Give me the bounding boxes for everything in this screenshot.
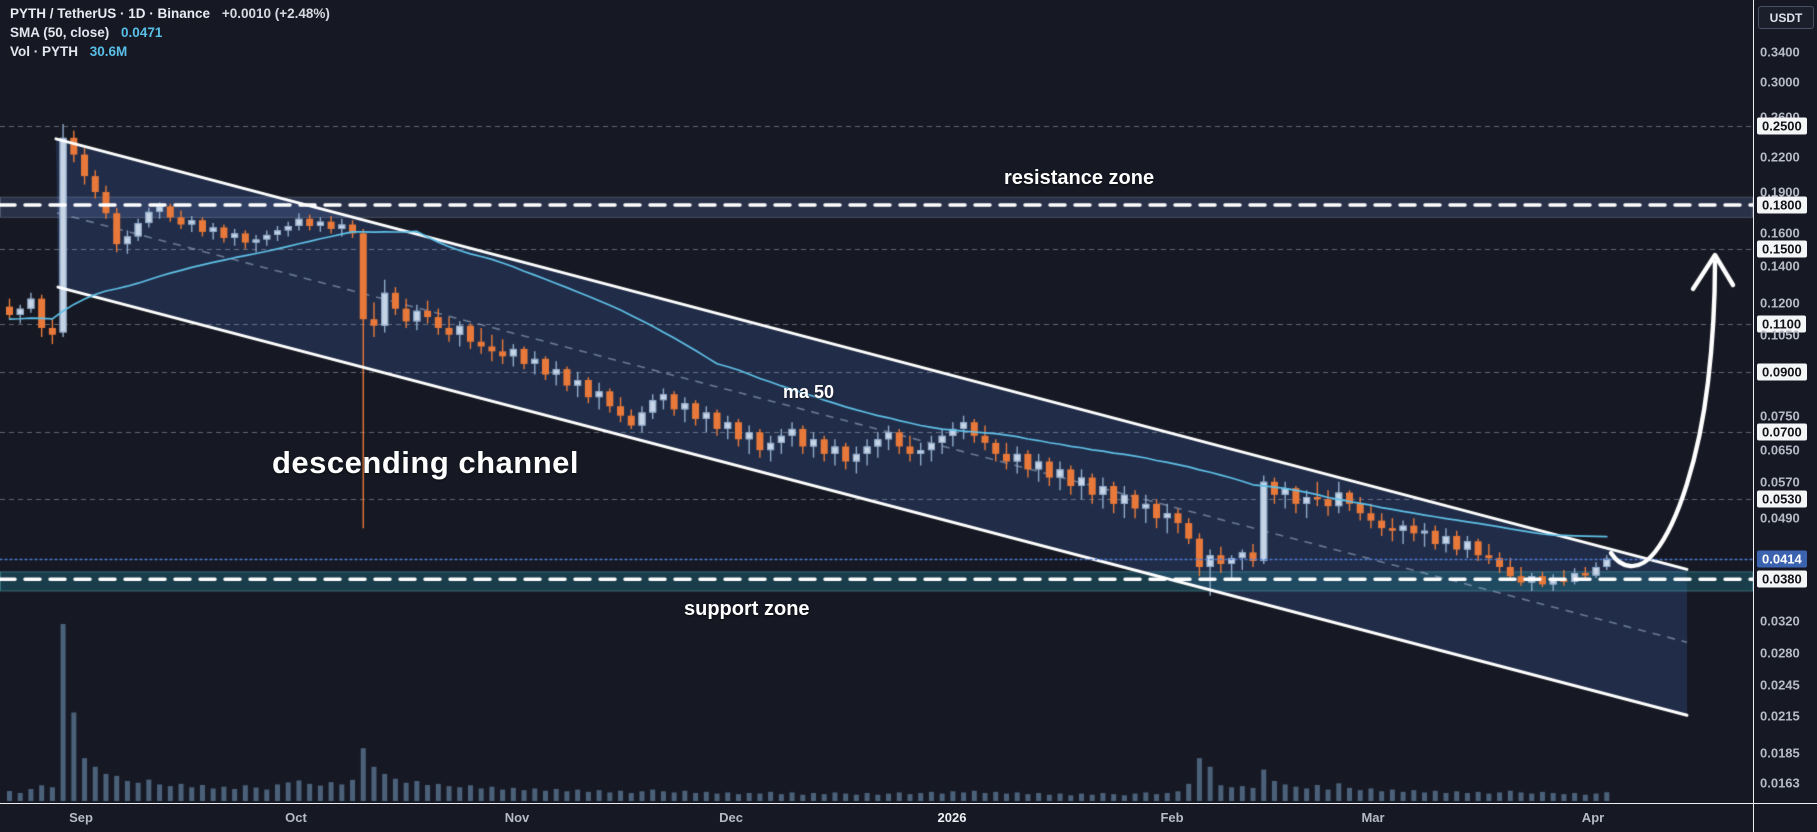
price-tick-label: 0.0185 (1760, 745, 1800, 760)
price-tick-label: 0.0280 (1760, 645, 1800, 661)
price-tick-label: 0.0900 (1757, 363, 1807, 381)
volume-indicator-value: 30.6M (89, 44, 128, 59)
support-zone-label[interactable]: support zone (684, 598, 810, 620)
price-tick-label: 0.1800 (1757, 196, 1807, 214)
time-tick-label: 2026 (937, 810, 967, 825)
currency-toggle-button[interactable]: USDT (1758, 6, 1814, 29)
price-tick-label: 0.2200 (1760, 149, 1800, 165)
time-tick-label: Sep (69, 810, 93, 825)
price-change: +0.0010 (+2.48%) (221, 6, 330, 21)
time-axis[interactable]: Sep Oct Nov Dec 2026 Feb Mar Apr (0, 803, 1753, 832)
price-tick-label: 0.0380 (1757, 570, 1807, 588)
price-tick-label: 0.2500 (1757, 117, 1807, 135)
price-chart-canvas[interactable] (0, 0, 1753, 803)
price-tick-label: 0.0490 (1760, 510, 1800, 526)
price-tick-label: 0.0700 (1757, 423, 1807, 441)
price-tick-label: 0.0320 (1760, 613, 1800, 629)
chart-legend: PYTH / TetherUS · 1D · Binance +0.0010 (… (10, 5, 330, 62)
price-tick-label: 0.1050 (1760, 327, 1800, 343)
legend-symbol-row[interactable]: PYTH / TetherUS · 1D · Binance +0.0010 (… (10, 5, 330, 23)
legend-sma-row[interactable]: SMA (50, close) 0.0471 (10, 24, 330, 42)
price-axis[interactable]: USDT 0.34000.30000.26000.25000.22000.190… (1753, 0, 1817, 803)
volume-indicator-label: Vol · PYTH (10, 44, 79, 59)
time-tick-label: Dec (719, 810, 743, 825)
price-tick-label: 0.1100 (1757, 315, 1807, 332)
time-tick-label: Nov (504, 810, 530, 825)
price-tick-label: 0.1200 (1760, 295, 1800, 311)
ma50-label[interactable]: ma 50 (783, 382, 835, 402)
price-tick-label: 0.0163 (1760, 775, 1800, 791)
price-tick-label: 0.0215 (1760, 708, 1800, 724)
price-tick-label: 0.3400 (1760, 44, 1800, 60)
time-tick-label: Mar (1361, 810, 1385, 825)
symbol-title: PYTH / TetherUS · 1D · Binance (10, 6, 211, 21)
resistance-zone-label[interactable]: resistance zone (1004, 167, 1155, 189)
time-tick-label: Apr (1581, 810, 1605, 825)
price-tick-label: 0.0245 (1760, 677, 1800, 693)
price-tick-label: 0.0650 (1760, 442, 1800, 458)
time-tick-label: Feb (1160, 810, 1184, 825)
price-tick-label: 0.1600 (1760, 225, 1800, 241)
price-tick-label: 0.0750 (1760, 408, 1800, 424)
sma-indicator-value: 0.0471 (121, 25, 163, 40)
price-tick-label: 0.0570 (1760, 474, 1800, 490)
sma-indicator-label: SMA (50, close) (10, 25, 110, 40)
price-tick-label: 0.0530 (1757, 490, 1807, 508)
axis-corner (1753, 803, 1817, 832)
price-tick-label: 0.1900 (1760, 184, 1800, 200)
time-tick-label: Oct (285, 810, 307, 825)
current-price-label: 0.0414 (1757, 550, 1807, 568)
descending-channel-label[interactable]: descending channel (272, 445, 580, 480)
price-tick-label: 0.1400 (1760, 258, 1800, 273)
legend-volume-row[interactable]: Vol · PYTH 30.6M (10, 43, 330, 61)
price-tick-label: 0.1500 (1757, 240, 1807, 258)
price-tick-label: 0.3000 (1760, 74, 1800, 90)
